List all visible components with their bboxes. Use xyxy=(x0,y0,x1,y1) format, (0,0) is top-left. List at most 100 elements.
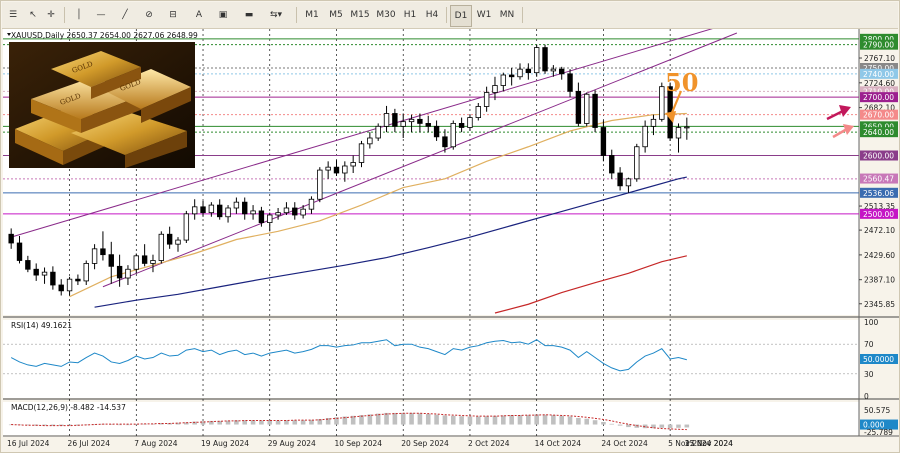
macd-histogram-bar xyxy=(284,420,289,425)
macd-histogram-bar xyxy=(409,412,414,425)
macd-histogram-bar xyxy=(551,415,556,425)
candle-body xyxy=(367,137,373,145)
price-tag xyxy=(860,121,898,132)
trendline-icon[interactable]: ╱ xyxy=(122,10,128,20)
timeframe-w1-button[interactable]: W1 xyxy=(476,10,492,20)
date-label: 7 Aug 2024 xyxy=(134,439,177,448)
candle-body xyxy=(358,143,365,163)
candle-body xyxy=(275,212,281,216)
timeframe-h1-button[interactable]: H1 xyxy=(403,10,417,20)
price-tag xyxy=(860,109,898,120)
candle-body xyxy=(442,136,448,148)
macd-histogram-bar xyxy=(108,424,114,425)
timeframe-m1-button[interactable]: M1 xyxy=(305,10,319,20)
candle-body xyxy=(525,68,532,74)
candle-body xyxy=(250,210,256,215)
timeframe-d1-button[interactable]: D1 xyxy=(450,5,472,27)
candle-body xyxy=(300,208,306,216)
candle-body xyxy=(208,204,215,214)
candle-body xyxy=(517,68,523,78)
candle-body xyxy=(542,47,548,72)
label-icon[interactable]: ▣ xyxy=(218,10,228,20)
candle-body xyxy=(383,113,390,127)
date-label: 5 Nov 2024 xyxy=(668,439,711,448)
macd-signal-line xyxy=(11,412,687,431)
macd-pane xyxy=(3,402,859,435)
vertical-line-icon[interactable]: │ xyxy=(76,10,82,20)
candle-body xyxy=(492,85,498,93)
candle-body xyxy=(133,255,139,270)
candle-body xyxy=(283,207,290,214)
macd-histogram-bar xyxy=(417,413,423,425)
menu-icon[interactable]: ☰ xyxy=(8,10,18,20)
macd-histogram-bar xyxy=(317,419,323,425)
timeframe-m5-button[interactable]: M5 xyxy=(329,10,343,20)
candle-body xyxy=(575,90,582,124)
candle-body xyxy=(292,207,298,216)
macd-histogram-bar xyxy=(334,417,339,425)
candle-body xyxy=(625,178,632,187)
macd-histogram-bar xyxy=(534,414,539,425)
price-tag-label: 2650.00 xyxy=(863,122,894,131)
candle-body xyxy=(350,162,356,167)
candle-body xyxy=(342,165,348,174)
macd-histogram-bar xyxy=(442,415,448,425)
macd-histogram-bar xyxy=(125,424,131,426)
text-icon[interactable]: A xyxy=(195,10,203,20)
candle-body xyxy=(258,210,265,223)
candle-body xyxy=(166,233,173,245)
macd-histogram-bar xyxy=(609,423,615,425)
rectangle-icon[interactable]: ▬ xyxy=(244,10,254,20)
date-label: 20 Sep 2024 xyxy=(401,439,449,448)
candle-body xyxy=(33,268,39,276)
cursor-icon[interactable]: ↖ xyxy=(29,10,37,20)
price-tag-label: 2710.00 xyxy=(863,87,894,96)
candle-body xyxy=(392,113,398,127)
price-tag xyxy=(860,86,898,97)
candle-body xyxy=(25,260,31,270)
candle-body xyxy=(175,239,181,245)
candle-body xyxy=(600,127,607,156)
macd-histogram-bar xyxy=(601,422,606,425)
macd-value-label: 0.000 xyxy=(863,421,885,430)
macd-tick-label: 50.575 xyxy=(864,406,890,415)
candle-body xyxy=(183,213,190,241)
macd-histogram-bar xyxy=(209,420,214,425)
moving-average-line xyxy=(494,255,687,314)
price-tag-label: 2560.47 xyxy=(863,175,894,184)
date-label: 15 Nov 2024 xyxy=(685,439,733,448)
candle-body xyxy=(225,207,231,218)
candle-body xyxy=(141,255,148,264)
channel-icon[interactable]: ⊘ xyxy=(145,10,153,20)
candle-body xyxy=(417,118,423,124)
horizontal-line-icon[interactable]: — xyxy=(96,10,106,20)
date-axis-labels: 16 Jul 2024 26 Jul 2024 7 Aug 2024 19 Aug 2… xyxy=(7,439,733,448)
toolbar-divider xyxy=(296,7,297,23)
macd-histogram-bar xyxy=(42,424,47,426)
candle-body xyxy=(508,74,515,78)
macd-histogram-bar xyxy=(250,420,256,425)
timeframe-m15-button[interactable]: M15 xyxy=(350,10,370,20)
timeframe-mn-button[interactable]: MN xyxy=(499,10,515,20)
timeframe-h4-button[interactable]: H4 xyxy=(425,10,439,20)
candle-body xyxy=(325,166,331,171)
price-tag-label: 2670.00 xyxy=(863,111,894,120)
candle-body xyxy=(116,265,123,279)
shapes-icon[interactable]: ⇆▾ xyxy=(269,10,283,20)
macd-histogram-bar xyxy=(576,418,581,425)
price-tag-label: 2500.00 xyxy=(863,210,894,219)
candle-body xyxy=(58,284,64,292)
crosshair-icon[interactable]: ✛ xyxy=(47,10,55,20)
chart-area[interactable]: GOLD GOLD GOLD 50 XAUUSD,Daily 2650.37 2… xyxy=(1,29,899,452)
rsi-label: RSI(14) 49.1621 xyxy=(11,321,72,330)
fibonacci-icon[interactable]: ⊟ xyxy=(169,10,177,20)
macd-histogram-bar xyxy=(217,420,223,425)
macd-histogram-bar xyxy=(492,415,498,425)
price-tag-label: 2790.00 xyxy=(863,41,894,50)
gold-bars-image: GOLD GOLD GOLD xyxy=(9,42,195,168)
macd-histogram-bar xyxy=(425,414,431,425)
timeframe-m30-button[interactable]: M30 xyxy=(376,10,396,20)
macd-histogram-bar xyxy=(517,415,523,425)
price-tick-label: 2724.60 xyxy=(864,79,895,88)
